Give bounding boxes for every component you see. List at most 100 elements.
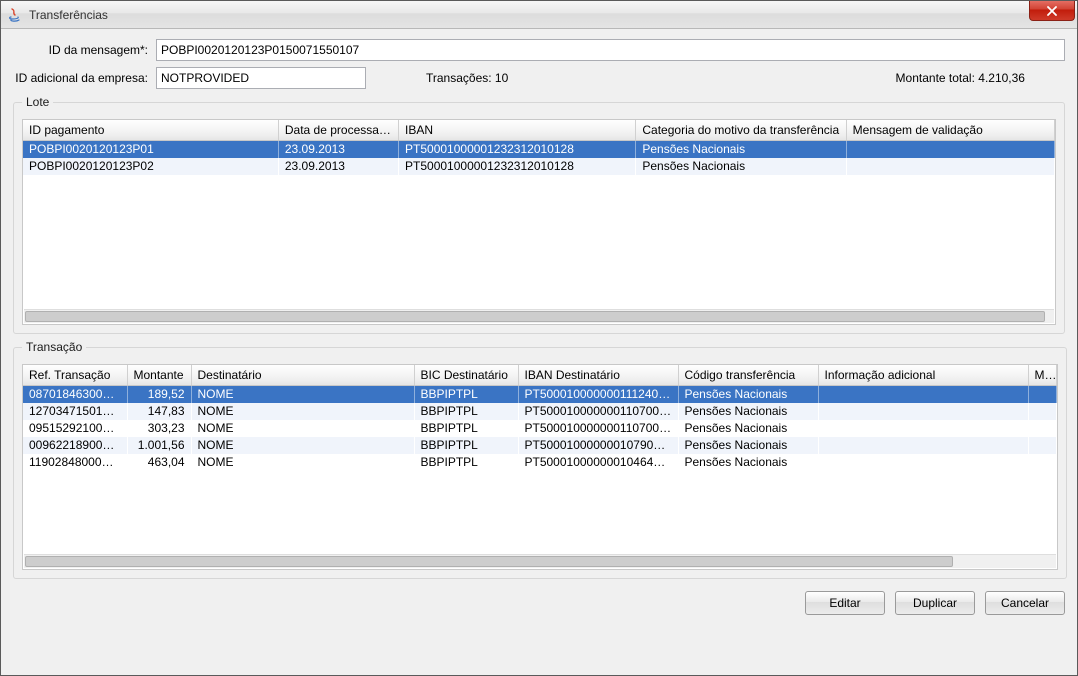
company-id-input[interactable] — [156, 67, 366, 89]
transacao-legend: Transação — [22, 340, 86, 354]
transacao-col-bic[interactable]: BIC Destinatário — [414, 365, 518, 386]
transacao-group: Transação Ref. TransaçãoMontanteDestinat… — [13, 340, 1067, 579]
transacao-cell-mont: 189,52 — [127, 386, 191, 403]
transacao-cell-mont: 463,04 — [127, 454, 191, 471]
transacao-cell-iban: PT50001000000011124000 1... — [518, 386, 678, 403]
transacao-cell-ref: 08701846300P1... — [23, 386, 127, 403]
transacao-cell-info — [818, 403, 1028, 420]
transacao-cell-dest: NOME — [191, 454, 414, 471]
transacao-cell-cod: Pensões Nacionais — [678, 437, 818, 454]
transacao-cell-ref: 11902848000P1... — [23, 454, 127, 471]
transacao-cell-dest: NOME — [191, 386, 414, 403]
transacao-col-ref[interactable]: Ref. Transação — [23, 365, 127, 386]
table-row[interactable]: 08701846300P1...189,52NOMEBBPIPTPLPT5000… — [23, 386, 1056, 403]
transacao-hscrollbar[interactable] — [24, 554, 1056, 568]
summary-row: Transações: 10 Montante total: 4.210,36 — [390, 71, 1065, 85]
lote-cell-date: 23.09.2013 — [278, 141, 398, 158]
table-row[interactable]: 09515292100P1...303,23NOMEBBPIPTPLPT5000… — [23, 420, 1056, 437]
transacao-cell-cod: Pensões Nacionais — [678, 454, 818, 471]
lote-col-cat[interactable]: Categoria do motivo da transferência — [636, 120, 846, 141]
window-close-button[interactable] — [1029, 1, 1075, 21]
lote-col-id[interactable]: ID pagamento — [23, 120, 278, 141]
transacao-cell-info — [818, 437, 1028, 454]
window: Transferências ID da mensagem*: ID adici… — [0, 0, 1078, 676]
table-row[interactable]: POBPI0020120123P0123.09.2013PT5000100000… — [23, 141, 1055, 158]
msg-id-row: ID da mensagem*: — [13, 39, 1065, 61]
lote-cell-iban: PT50001000001232312010128 — [399, 141, 636, 158]
lote-cell-cat: Pensões Nacionais — [636, 158, 846, 175]
transacao-cell-ref: 09515292100P1... — [23, 420, 127, 437]
lote-cell-id: POBPI0020120123P02 — [23, 158, 278, 175]
lote-hscrollbar[interactable] — [24, 309, 1054, 323]
transacao-cell-iban: PT500010000000104640001... — [518, 454, 678, 471]
lote-cell-id: POBPI0020120123P01 — [23, 141, 278, 158]
edit-button[interactable]: Editar — [805, 591, 885, 615]
lote-cell-msg — [846, 158, 1054, 175]
lote-cell-msg — [846, 141, 1054, 158]
transacao-table-container: Ref. TransaçãoMontanteDestinatárioBIC De… — [22, 364, 1058, 570]
transacao-cell-bic: BBPIPTPL — [414, 420, 518, 437]
table-row[interactable]: POBPI0020120123P0223.09.2013PT5000100000… — [23, 158, 1055, 175]
transacao-cell-me — [1028, 420, 1056, 437]
lote-table-container: ID pagamentoData de processamentoIBANCat… — [22, 119, 1056, 325]
java-icon — [7, 7, 23, 23]
transacao-hscrollbar-thumb[interactable] — [25, 556, 953, 567]
transaction-count-label: Transações: 10 — [390, 71, 508, 85]
lote-col-date[interactable]: Data de processamento — [278, 120, 398, 141]
company-id-label: ID adicional da empresa: — [13, 71, 148, 85]
transacao-cell-cod: Pensões Nacionais — [678, 403, 818, 420]
transacao-cell-iban: PT500010000000110700002... — [518, 420, 678, 437]
transacao-cell-iban: PT500010000000107900001... — [518, 437, 678, 454]
table-row[interactable]: 11902848000P1...463,04NOMEBBPIPTPLPT5000… — [23, 454, 1056, 471]
transacao-col-info[interactable]: Informação adicional — [818, 365, 1028, 386]
content-pane: ID da mensagem*: ID adicional da empresa… — [13, 39, 1065, 663]
lote-cell-iban: PT50001000001232312010128 — [399, 158, 636, 175]
transacao-cell-cod: Pensões Nacionais — [678, 386, 818, 403]
transacao-col-mont[interactable]: Montante — [127, 365, 191, 386]
lote-col-iban[interactable]: IBAN — [399, 120, 636, 141]
transacao-cell-dest: NOME — [191, 437, 414, 454]
lote-table-scroll[interactable]: ID pagamentoData de processamentoIBANCat… — [23, 120, 1055, 310]
transacao-cell-ref: 12703471501P1... — [23, 403, 127, 420]
titlebar[interactable]: Transferências — [1, 1, 1077, 29]
transacao-cell-dest: NOME — [191, 420, 414, 437]
lote-cell-cat: Pensões Nacionais — [636, 141, 846, 158]
lote-legend: Lote — [22, 95, 53, 109]
transacao-col-iban[interactable]: IBAN Destinatário — [518, 365, 678, 386]
table-row[interactable]: 12703471501P1...147,83NOMEBBPIPTPLPT5000… — [23, 403, 1056, 420]
cancel-button[interactable]: Cancelar — [985, 591, 1065, 615]
transacao-cell-info — [818, 386, 1028, 403]
transacao-col-me[interactable]: Me — [1028, 365, 1056, 386]
transacao-cell-mont: 303,23 — [127, 420, 191, 437]
transacao-cell-iban: PT500010000000110700002... — [518, 403, 678, 420]
transacao-cell-mont: 1.001,56 — [127, 437, 191, 454]
transacao-col-cod[interactable]: Código transferência — [678, 365, 818, 386]
transacao-cell-me — [1028, 403, 1056, 420]
transacao-cell-bic: BBPIPTPL — [414, 454, 518, 471]
transacao-cell-info — [818, 420, 1028, 437]
lote-hscrollbar-thumb[interactable] — [25, 311, 1045, 322]
lote-group: Lote ID pagamentoData de processamentoIB… — [13, 95, 1065, 334]
button-row: Editar Duplicar Cancelar — [13, 591, 1065, 615]
transacao-cell-bic: BBPIPTPL — [414, 403, 518, 420]
lote-table[interactable]: ID pagamentoData de processamentoIBANCat… — [23, 120, 1055, 175]
total-amount-label: Montante total: 4.210,36 — [896, 71, 1065, 85]
transacao-cell-me — [1028, 386, 1056, 403]
duplicate-button[interactable]: Duplicar — [895, 591, 975, 615]
company-id-row: ID adicional da empresa: Transações: 10 … — [13, 67, 1065, 89]
window-title: Transferências — [29, 8, 108, 22]
transacao-table[interactable]: Ref. TransaçãoMontanteDestinatárioBIC De… — [23, 365, 1057, 471]
transacao-cell-ref: 00962218900P1... — [23, 437, 127, 454]
msg-id-input[interactable] — [156, 39, 1065, 61]
transacao-cell-bic: BBPIPTPL — [414, 386, 518, 403]
transacao-cell-bic: BBPIPTPL — [414, 437, 518, 454]
transacao-cell-info — [818, 454, 1028, 471]
transacao-table-scroll[interactable]: Ref. TransaçãoMontanteDestinatárioBIC De… — [23, 365, 1057, 555]
lote-col-msg[interactable]: Mensagem de validação — [846, 120, 1054, 141]
table-row[interactable]: 00962218900P1...1.001,56NOMEBBPIPTPLPT50… — [23, 437, 1056, 454]
msg-id-label: ID da mensagem*: — [13, 43, 148, 57]
transacao-cell-me — [1028, 437, 1056, 454]
transacao-cell-mont: 147,83 — [127, 403, 191, 420]
transacao-col-dest[interactable]: Destinatário — [191, 365, 414, 386]
lote-cell-date: 23.09.2013 — [278, 158, 398, 175]
